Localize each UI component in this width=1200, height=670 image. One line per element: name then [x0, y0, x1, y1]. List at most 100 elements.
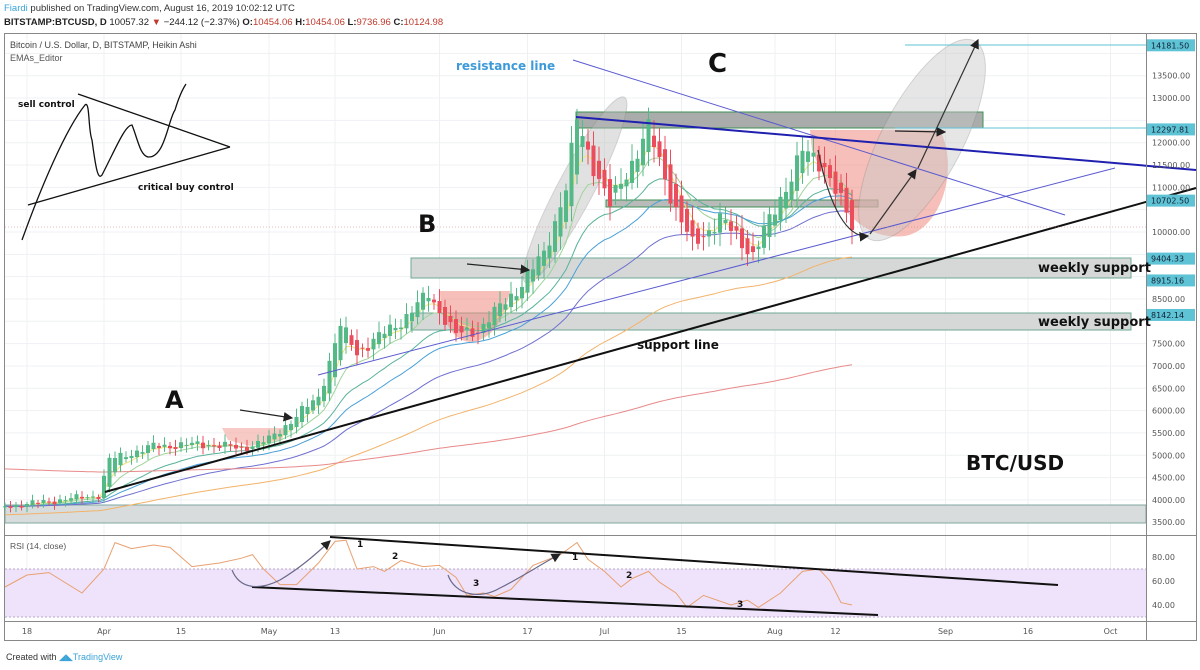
candle — [173, 447, 178, 450]
time-tick: Jul — [599, 627, 610, 636]
candle — [201, 442, 205, 449]
candle — [674, 183, 678, 208]
price-label: 14181.50 — [1151, 41, 1189, 50]
rsi-band — [5, 569, 1146, 617]
author-link[interactable]: Fiardi — [4, 3, 28, 14]
candle — [124, 457, 128, 460]
created-with: Created with — [6, 652, 57, 662]
rsi-arrows — [231, 540, 562, 596]
candle — [608, 179, 612, 207]
ema-200-line — [4, 364, 853, 473]
thick-resistance-line[interactable] — [575, 116, 1197, 171]
candle — [228, 444, 233, 446]
candle — [723, 219, 728, 224]
candle — [118, 452, 123, 466]
resistance-line-label: resistance line — [456, 59, 555, 73]
candle — [74, 494, 79, 500]
price-tick: 4500.00 — [1152, 474, 1185, 483]
candle — [822, 163, 827, 168]
arrow-icon — [869, 169, 917, 235]
candle — [481, 323, 486, 333]
time-tick: 18 — [22, 627, 32, 636]
ema-20-line — [4, 178, 853, 507]
candle — [701, 236, 706, 238]
candle — [454, 319, 458, 333]
open-value: 10454.06 — [252, 17, 293, 28]
candle — [575, 119, 579, 175]
time-tick: Aug — [767, 627, 783, 636]
tradingview-brand[interactable]: TradingView — [72, 652, 123, 662]
weekly-support-zone-1[interactable] — [410, 257, 1132, 279]
candle — [509, 293, 513, 308]
candle — [388, 324, 392, 336]
support-line[interactable] — [104, 187, 1197, 493]
candle — [30, 500, 35, 506]
time-axis[interactable]: 18 Apr 15 May 13 Jun 17 Jul 15 Aug 12 Sep 16 Oct — [4, 621, 1196, 637]
candle — [833, 171, 838, 194]
candle — [635, 158, 640, 172]
mid-zone[interactable] — [605, 199, 879, 208]
time-tick: May — [261, 627, 278, 636]
candle — [212, 445, 216, 447]
candle — [514, 296, 519, 301]
candle — [773, 214, 777, 226]
candle — [294, 416, 299, 428]
rsi-mark: 2 — [626, 571, 632, 581]
candle — [184, 444, 189, 446]
candle — [751, 246, 755, 253]
rsi-title[interactable]: RSI (14, close) — [10, 541, 66, 551]
candle — [564, 190, 568, 222]
price-label-bg — [1147, 308, 1195, 321]
published-text: published on TradingView.com, August 16,… — [30, 3, 295, 14]
candle — [437, 301, 442, 314]
price-tick: 10000.00 — [1152, 228, 1190, 237]
price-tick: 13500.00 — [1152, 72, 1190, 81]
candle — [91, 496, 95, 498]
candle — [168, 445, 172, 449]
candle — [784, 191, 788, 209]
candle — [52, 501, 57, 505]
candle — [734, 226, 739, 231]
price-tick: 7500.00 — [1152, 340, 1185, 349]
candle — [432, 299, 436, 303]
candle — [712, 231, 717, 234]
thin-support-line[interactable] — [317, 167, 1116, 376]
arrow-icon — [466, 263, 531, 274]
time-tick: Oct — [1104, 627, 1118, 636]
candle — [668, 164, 673, 204]
candle — [272, 433, 277, 440]
price-label: 8142.14 — [1151, 311, 1184, 320]
candle — [602, 169, 607, 189]
price-tick: 5000.00 — [1152, 451, 1185, 460]
candle — [36, 502, 40, 504]
price-tick: 3500.00 — [1152, 518, 1185, 527]
price-tick: 13000.00 — [1152, 94, 1190, 103]
candle — [278, 434, 282, 437]
candle — [844, 187, 849, 213]
candle — [652, 135, 656, 148]
low-label: L: — [347, 17, 357, 28]
candle — [85, 497, 90, 499]
candle — [613, 185, 618, 193]
weekly-support-label-1: weekly support — [1038, 261, 1151, 276]
arrow-icon — [894, 127, 947, 137]
price-tick: 8500.00 — [1152, 295, 1185, 304]
candle — [415, 302, 420, 318]
candle — [261, 442, 266, 445]
candle — [135, 450, 139, 458]
candle — [377, 332, 381, 345]
candle — [58, 499, 62, 503]
candle — [569, 142, 574, 207]
legend-indicator[interactable]: EMAs_Editor — [10, 53, 63, 63]
price-axis[interactable]: 3500.00 4000.00 4500.00 5000.00 5500.00 6000.… — [1146, 34, 1196, 640]
candle — [580, 136, 585, 148]
wave-b-label: B — [418, 210, 436, 238]
candle — [289, 423, 293, 431]
candle — [443, 307, 447, 325]
candle — [311, 400, 315, 411]
time-tick: Jun — [432, 627, 446, 636]
candle — [195, 441, 200, 444]
candle — [366, 348, 370, 351]
rsi-pane: 80.00 60.00 40.00 — [4, 536, 1175, 621]
